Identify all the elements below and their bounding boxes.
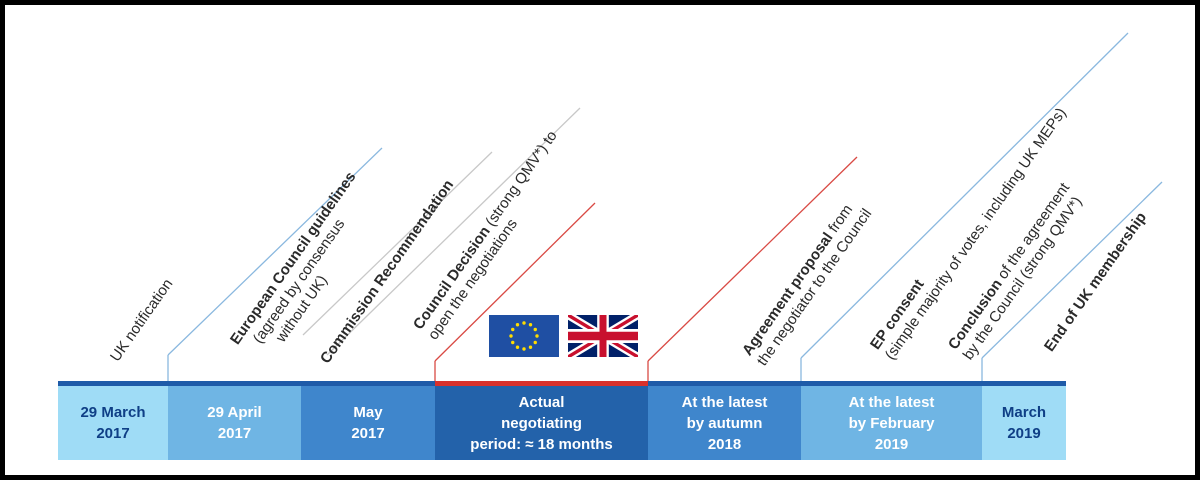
leader-line-end-diag [981,181,1163,359]
period-autumn-2018: At the latest by autumn 2018 [648,386,801,460]
period-text: At the latest [681,393,768,411]
period-text: 2017 [351,425,385,442]
uk-flag-icon [568,315,638,357]
leader-line-guidelines-diag [167,147,383,356]
period-text: Actual [518,393,565,411]
eu-star-icon [522,321,526,325]
period-text: At the latest [848,393,935,411]
eu-star-icon [528,345,533,349]
period-march-2019: March 2019 [982,386,1066,460]
period-february-2019: At the latest by February 2019 [801,386,982,460]
eu-star-icon [511,340,515,345]
leader-line-decision [326,107,581,356]
period-text: 2019 [1007,425,1041,442]
eu-star-icon [533,340,537,345]
period-actual-negotiating: Actual negotiating period: ≈ 18 months [435,386,648,460]
period-text: May [353,404,383,421]
period-text: by autumn [686,414,763,432]
leader-line-negotiation-start-diag [434,202,596,362]
period-may-2017: May 2017 [301,386,435,460]
eu-star-icon [533,327,537,332]
eu-star-icon [511,327,515,332]
leader-lines [167,32,1163,381]
period-text: 2017 [96,425,130,442]
period-text: 29 April [207,404,262,421]
eu-star-icon [528,323,533,327]
period-text: negotiating [501,414,582,432]
eu-star-icon [515,345,520,349]
period-29-march-2017: 29 March 2017 [58,386,168,460]
period-text: period: ≈ 18 months [470,435,613,453]
eu-star-icon [522,347,526,351]
period-text: 29 March [80,404,146,421]
eu-star-icon [535,334,539,338]
leader-line-ep-consent-diag [800,32,1129,359]
period-text: 2018 [707,435,742,453]
period-text: 2019 [874,435,909,453]
period-text: by February [848,414,935,432]
eu-star-icon [509,334,513,338]
leader-line-recommendation [302,151,493,336]
leader-line-proposal-diag [647,156,858,362]
negotiation-period-marker [435,381,648,386]
eu-star-icon [515,323,520,327]
period-29-april-2017: 29 April 2017 [168,386,301,460]
timeline-diagram: UK notification European Council guideli… [5,5,1195,475]
eu-flag-icon [489,315,559,357]
period-text: March [1001,404,1047,421]
period-text: 2017 [217,425,252,442]
